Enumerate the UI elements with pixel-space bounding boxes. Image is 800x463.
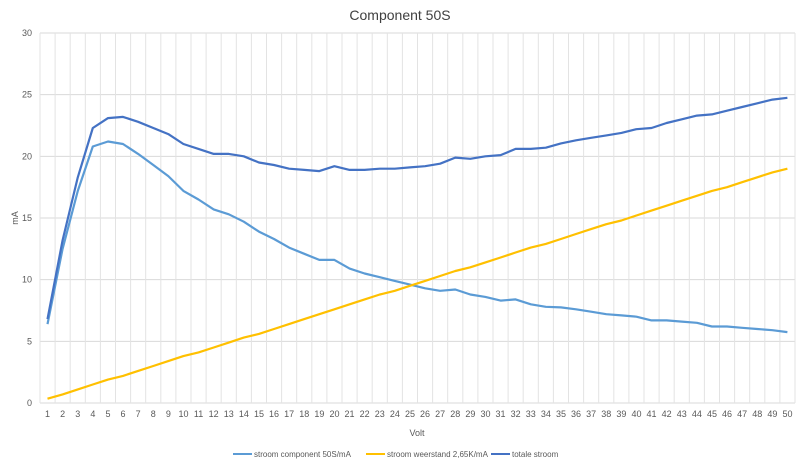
x-tick-label: 21: [345, 409, 355, 419]
y-tick-label: 25: [22, 90, 32, 100]
x-tick-label: 26: [420, 409, 430, 419]
legend-label: stroom weerstand 2,65K/mA: [387, 450, 489, 459]
x-tick-label: 12: [209, 409, 219, 419]
x-tick-label: 7: [136, 409, 141, 419]
legend-label: stroom component 50S/mA: [254, 450, 352, 459]
x-tick-label: 46: [722, 409, 732, 419]
x-tick-label: 47: [737, 409, 747, 419]
x-tick-label: 48: [752, 409, 762, 419]
x-tick-label: 49: [767, 409, 777, 419]
legend-label: totale stroom: [512, 450, 559, 459]
x-tick-label: 50: [782, 409, 792, 419]
x-tick-label: 23: [375, 409, 385, 419]
x-tick-label: 17: [284, 409, 294, 419]
x-tick-label: 29: [465, 409, 475, 419]
x-tick-label: 28: [450, 409, 460, 419]
x-tick-label: 39: [616, 409, 626, 419]
x-tick-label: 1: [45, 409, 50, 419]
series-lines: [46, 96, 788, 400]
x-tick-label: 40: [631, 409, 641, 419]
x-tick-label: 6: [121, 409, 126, 419]
series-line-2: [46, 96, 788, 320]
y-tick-label: 20: [22, 151, 32, 161]
x-tick-label: 8: [151, 409, 156, 419]
legend-item: totale stroom: [491, 450, 559, 459]
x-tick-label: 20: [329, 409, 339, 419]
x-tick-label: 38: [601, 409, 611, 419]
x-tick-label: 31: [496, 409, 506, 419]
x-tick-label: 41: [647, 409, 657, 419]
x-tick-label: 14: [239, 409, 249, 419]
series-line-0: [46, 140, 788, 334]
x-tick-label: 22: [360, 409, 370, 419]
x-tick-label: 16: [269, 409, 279, 419]
x-tick-label: 4: [90, 409, 95, 419]
x-tick-label: 42: [662, 409, 672, 419]
y-tick-label: 15: [22, 213, 32, 223]
legend: stroom component 50S/mA stroom weerstand …: [233, 450, 559, 459]
x-tick-label: 32: [511, 409, 521, 419]
chart-title: Component 50S: [349, 7, 450, 23]
x-tick-label: 35: [556, 409, 566, 419]
y-tick-label: 10: [22, 275, 32, 285]
x-tick-label: 25: [405, 409, 415, 419]
x-tick-label: 19: [314, 409, 324, 419]
x-tick-label: 18: [299, 409, 309, 419]
x-tick-label: 24: [390, 409, 400, 419]
x-tick-label: 11: [194, 409, 203, 419]
x-axis-label: Volt: [409, 428, 425, 438]
x-tick-label: 9: [166, 409, 171, 419]
y-axis-label: mA: [10, 211, 20, 225]
y-tick-label: 5: [27, 336, 32, 346]
x-tick-label: 5: [105, 409, 110, 419]
y-axis-ticks: 0 5 10 15 20 25 30: [22, 28, 32, 408]
x-tick-label: 34: [541, 409, 551, 419]
x-tick-label: 44: [692, 409, 702, 419]
x-tick-label: 2: [60, 409, 65, 419]
x-tick-label: 33: [526, 409, 536, 419]
x-tick-label: 10: [178, 409, 188, 419]
y-tick-label: 0: [27, 398, 32, 408]
x-tick-label: 15: [254, 409, 264, 419]
y-tick-label: 30: [22, 28, 32, 38]
gridlines: [39, 32, 796, 404]
x-tick-label: 13: [224, 409, 234, 419]
legend-item: stroom weerstand 2,65K/mA: [366, 450, 489, 459]
series-line-1: [47, 167, 788, 400]
x-tick-label: 43: [677, 409, 687, 419]
x-tick-label: 37: [586, 409, 596, 419]
x-tick-label: 30: [480, 409, 490, 419]
x-axis-ticks: 1 2 3 4 5 6 7 8 9 10 11 12 13 14 15 16 17 18 19 20 21 22 23 24 2…: [45, 409, 792, 419]
legend-item: stroom component 50S/mA: [233, 450, 352, 459]
x-tick-label: 27: [435, 409, 445, 419]
x-tick-label: 45: [707, 409, 717, 419]
x-tick-label: 36: [571, 409, 581, 419]
x-tick-label: 3: [75, 409, 80, 419]
